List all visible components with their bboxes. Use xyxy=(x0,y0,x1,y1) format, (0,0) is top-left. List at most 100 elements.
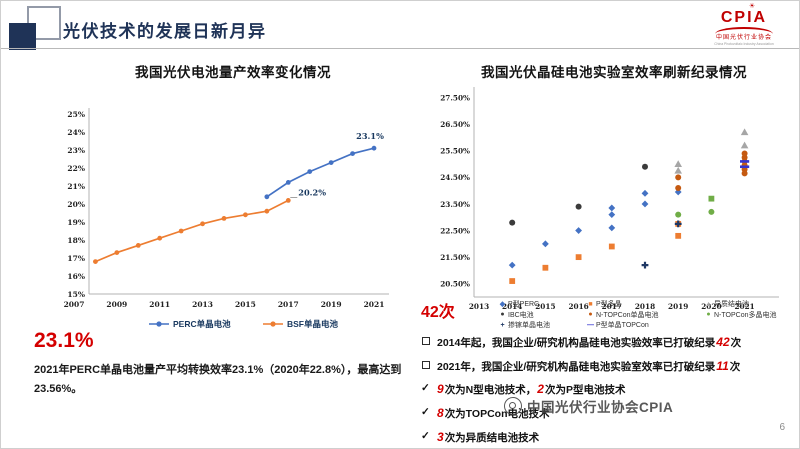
svg-text:2020: 2020 xyxy=(701,302,721,311)
svg-text:24.50%: 24.50% xyxy=(440,173,470,182)
list-item: 2021年，我国企业/研究机构晶硅电池实验室效率已打破纪录11次 xyxy=(421,358,793,374)
legend-label: P型多晶 xyxy=(596,301,622,309)
svg-text:2015: 2015 xyxy=(235,300,256,309)
list-item: ✓ 9次为N型电池技术，2次为P型电池技术 xyxy=(421,382,626,397)
header-divider xyxy=(1,48,799,49)
legend-item: ● N-TOPCon多晶电池 xyxy=(704,310,790,321)
svg-text:25.50%: 25.50% xyxy=(440,147,470,156)
check-icon: ✓ xyxy=(421,429,430,442)
legend-item: + 掺镓单晶电池 xyxy=(498,320,586,331)
svg-text:20%: 20% xyxy=(67,200,85,209)
legend-marker-icon: ◆ xyxy=(499,301,506,309)
legend-marker-icon: + xyxy=(500,321,505,329)
legend-label: 异质结电池 xyxy=(714,301,749,309)
legend-marker-icon: ■ xyxy=(588,300,593,308)
legend-item: — P型单晶TOPCon xyxy=(586,320,704,331)
production-efficiency-line-chart: 15% 16% 17% 18% 19% 20% 21% 22% 23% 24% 25% 2007 200… xyxy=(64,108,389,329)
svg-text:2017: 2017 xyxy=(278,300,299,309)
highlight-number: 42 xyxy=(716,335,730,349)
svg-text:27.50%: 27.50% xyxy=(440,93,470,102)
svg-text:PERC单晶电池: PERC单晶电池 xyxy=(173,319,231,329)
list-item: 2014年起，我国企业/研究机构晶硅电池实验效率已打破纪录42次 xyxy=(421,334,793,350)
legend-marker-icon: ▲ xyxy=(705,300,712,308)
legend-item: ▲ 异质结电池 xyxy=(704,299,790,310)
cpia-ring-icon xyxy=(504,397,522,415)
svg-text:25%: 25% xyxy=(67,110,85,119)
production-chart-title: 我国光伏电池量产效率变化情况 xyxy=(135,65,331,80)
legend-marker-icon: ● xyxy=(588,311,593,319)
legend-marker-icon: — xyxy=(587,321,594,329)
legend-marker-icon: ● xyxy=(500,311,505,319)
legend-marker-icon: ● xyxy=(706,311,711,319)
perc-efficiency-stat: 23.1% xyxy=(34,329,94,352)
svg-text:2016: 2016 xyxy=(568,302,588,311)
highlight-number: 9 xyxy=(437,382,444,397)
cpia-arc-icon xyxy=(715,27,773,34)
highlight-number: 3 xyxy=(437,429,444,444)
svg-text:2021: 2021 xyxy=(734,302,754,311)
highlight-number: 8 xyxy=(437,406,444,421)
legend-label: P型单晶TOPCon xyxy=(596,322,649,330)
svg-text:2021: 2021 xyxy=(364,300,385,309)
highlight-number: 2 xyxy=(537,382,544,397)
svg-text:18%: 18% xyxy=(67,236,85,245)
svg-text:23%: 23% xyxy=(67,146,85,155)
svg-text:24%: 24% xyxy=(67,128,85,137)
sun-icon: ☀ xyxy=(748,3,756,10)
legend-item: ■ P型多晶 xyxy=(586,299,704,310)
cpia-logo-text: CPIA xyxy=(720,9,768,26)
legend-label: N-TOPCon多晶电池 xyxy=(714,311,777,319)
record-count-stat: 42次 xyxy=(421,304,455,321)
svg-text:17%: 17% xyxy=(67,254,85,263)
svg-text:21.50%: 21.50% xyxy=(440,253,470,262)
check-icon: ✓ xyxy=(421,382,430,395)
legend-label: N-TOPCon单晶电池 xyxy=(596,311,659,319)
svg-text:2009: 2009 xyxy=(106,300,127,309)
square-bullet-icon xyxy=(422,360,430,369)
legend-item: ● IBC电池 xyxy=(498,310,586,321)
svg-text:22%: 22% xyxy=(67,164,85,173)
svg-text:16%: 16% xyxy=(67,272,85,281)
legend-label: P型PERC xyxy=(508,301,540,309)
svg-text:BSF单晶电池: BSF单晶电池 xyxy=(287,319,339,329)
cpia-org-name: 中国光伏行业协会 xyxy=(715,35,772,41)
square-bullet-icon xyxy=(422,337,430,345)
list-item: ✓ 3次为异质结电池技术 xyxy=(421,429,540,444)
svg-text:20.2%: 20.2% xyxy=(298,187,326,197)
legend-item: ◆ P型PERC xyxy=(498,299,586,310)
svg-text:2018: 2018 xyxy=(635,302,655,311)
cpia-org-subtitle: China Photovoltaic Industry Association xyxy=(714,41,774,46)
svg-text:21%: 21% xyxy=(67,182,85,191)
svg-text:2019: 2019 xyxy=(668,302,688,311)
page-number: 6 xyxy=(779,422,785,433)
record-bullet-list: 2014年起，我国企业/研究机构晶硅电池实验效率已打破纪录42次 2021年，我… xyxy=(421,334,793,448)
lab-record-chart-title: 我国光伏晶硅电池实验室效率刷新纪录情况 xyxy=(481,65,747,80)
svg-text:2013: 2013 xyxy=(469,302,489,311)
svg-text:23.1%: 23.1% xyxy=(356,131,384,141)
svg-text:22.50%: 22.50% xyxy=(440,226,470,235)
svg-text:2011: 2011 xyxy=(149,300,170,309)
highlight-number: 11 xyxy=(716,358,729,373)
perc-efficiency-description: 2021年PERC单晶电池量产平均转换效率23.1%（2020年22.8%），最… xyxy=(34,364,402,396)
watermark-text: 中国光伏行业协会CPIA xyxy=(527,400,674,415)
legend-label: 掺镓单晶电池 xyxy=(508,322,550,330)
svg-text:2019: 2019 xyxy=(321,300,342,309)
legend-label: IBC电池 xyxy=(508,311,534,319)
watermark: 中国光伏行业协会CPIA xyxy=(504,396,673,416)
svg-text:26.50%: 26.50% xyxy=(440,120,470,129)
check-icon: ✓ xyxy=(421,406,430,419)
list-item: ✓ 8次为TOPCon电池技术 xyxy=(421,406,550,421)
scatter-chart-legend: ◆ P型PERC ■ P型多晶 ▲ 异质结电池 ● IBC电池 ● N-TOPCon单晶电池 ● N-… xyxy=(498,299,790,331)
svg-text:2013: 2013 xyxy=(192,300,213,309)
svg-text:2015: 2015 xyxy=(535,302,555,311)
deco-square-filled-icon xyxy=(9,23,36,50)
svg-text:15%: 15% xyxy=(67,290,85,299)
svg-text:20.50%: 20.50% xyxy=(440,280,470,289)
svg-text:23.50%: 23.50% xyxy=(440,200,470,209)
legend-item: ● N-TOPCon单晶电池 xyxy=(586,310,704,321)
svg-text:2007: 2007 xyxy=(64,300,85,309)
cpia-logo: ☀ CPIA 中国光伏行业协会 China Photovoltaic Indus… xyxy=(701,3,787,46)
svg-text:19%: 19% xyxy=(67,218,85,227)
lab-record-scatter-chart: 20.50% 21.50% 22.50% 23.50% 24.50% 25.50% 26.5… xyxy=(440,87,779,311)
svg-text:2014: 2014 xyxy=(502,302,522,311)
